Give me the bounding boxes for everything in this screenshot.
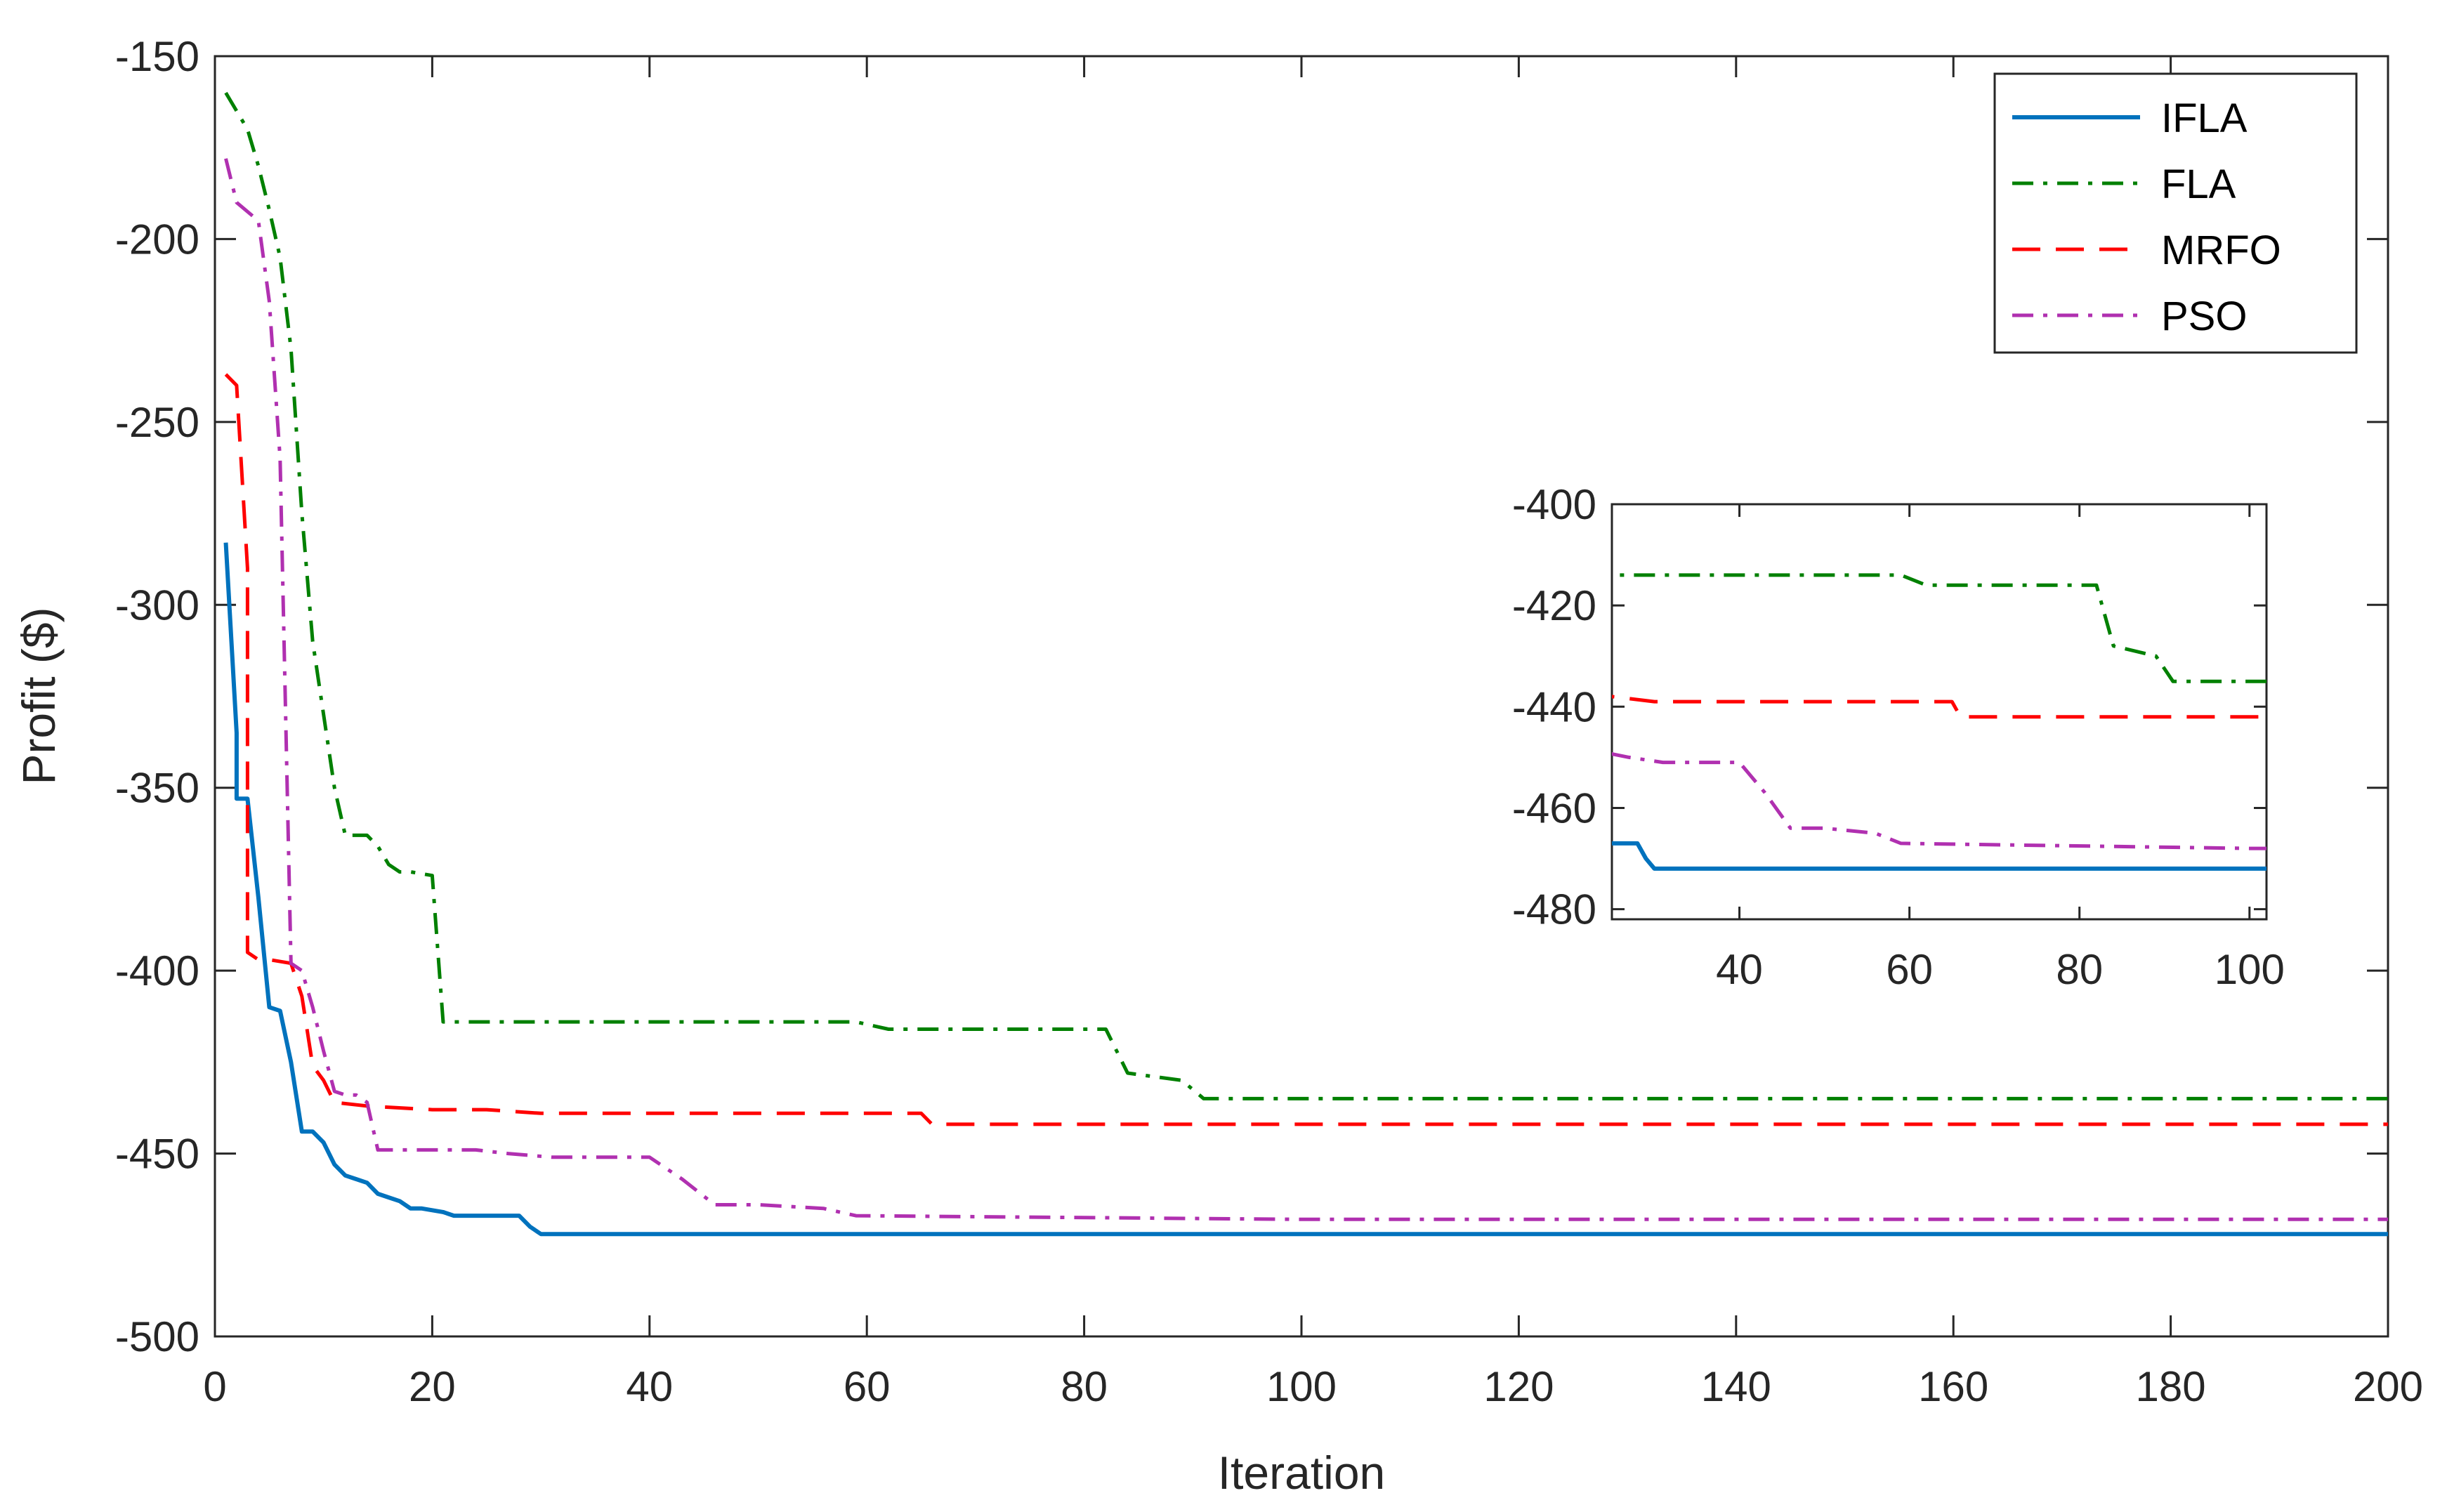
- y-tick-label: -150: [115, 33, 199, 80]
- inset-series: [1612, 573, 2266, 871]
- inset-y-tick-label: -420: [1512, 582, 1596, 629]
- y-axis-label: Profit ($): [13, 607, 65, 784]
- inset-x-tick-label: 40: [1716, 946, 1763, 993]
- y-tick-label: -500: [115, 1313, 199, 1360]
- x-axis-label: Iteration: [1218, 1447, 1385, 1499]
- inset-plot-frame: [1610, 503, 2268, 921]
- x-tick-label: 40: [626, 1363, 673, 1410]
- legend: IFLA FLA MRFO PSO: [1993, 72, 2358, 354]
- y-tick-label: -350: [115, 765, 199, 812]
- series-line-ifla: [223, 542, 2388, 1237]
- legend-label-pso: PSO: [2161, 294, 2248, 339]
- legend-label-fla: FLA: [2161, 162, 2236, 207]
- x-tick-label: 60: [844, 1363, 891, 1410]
- y-tick-label: -400: [115, 947, 199, 994]
- x-tick-label: 100: [1266, 1363, 1337, 1410]
- inset-y-tick-label: -460: [1512, 784, 1596, 831]
- main-series: [223, 91, 2388, 1237]
- x-tick-label: 80: [1061, 1363, 1108, 1410]
- inset-y-tick-label: -480: [1512, 886, 1596, 933]
- series-line-pso: [224, 158, 2388, 1221]
- x-tick-label: 160: [1918, 1363, 1988, 1410]
- legend-label-mrfo: MRFO: [2161, 228, 2281, 273]
- inset-axes: 40 60 80 100 -400 -420 -440 -460 -480: [1512, 481, 2285, 993]
- inset-x-tick-label: 60: [1886, 946, 1933, 993]
- x-tick-label: 0: [203, 1363, 226, 1410]
- inset-x-ticks: 40 60 80 100: [1716, 504, 2285, 993]
- inset-series-line-mrfo: [1612, 695, 2266, 719]
- y-tick-label: -250: [115, 399, 199, 446]
- inset-x-tick-label: 100: [2215, 946, 2285, 993]
- series-line-mrfo: [224, 373, 2388, 1126]
- legend-items: IFLA FLA MRFO PSO: [2012, 96, 2281, 339]
- inset-series-line-ifla: [1612, 841, 2266, 871]
- inset-y-tick-label: -440: [1512, 683, 1596, 730]
- main-x-ticks: 0 20 40 60 80 100 120 140 160 180 200: [203, 56, 2423, 1410]
- y-tick-label: -450: [115, 1131, 199, 1178]
- y-tick-label: -200: [115, 216, 199, 263]
- inset-y-ticks: -400 -420 -440 -460 -480: [1512, 481, 2266, 933]
- x-tick-label: 200: [2353, 1363, 2423, 1410]
- inset-x-tick-label: 80: [2056, 946, 2103, 993]
- inset-y-tick-label: -400: [1512, 481, 1596, 528]
- x-tick-label: 180: [2136, 1363, 2206, 1410]
- y-tick-label: -300: [115, 581, 199, 629]
- x-tick-label: 120: [1483, 1363, 1554, 1410]
- main-y-ticks: -150 -200 -250 -300 -350 -400 -450 -500: [115, 33, 2388, 1360]
- legend-box: [1993, 72, 2358, 354]
- inset-series-line-pso: [1612, 752, 2266, 850]
- x-tick-label: 20: [409, 1363, 456, 1410]
- x-tick-label: 140: [1701, 1363, 1771, 1410]
- legend-label-ifla: IFLA: [2161, 96, 2248, 141]
